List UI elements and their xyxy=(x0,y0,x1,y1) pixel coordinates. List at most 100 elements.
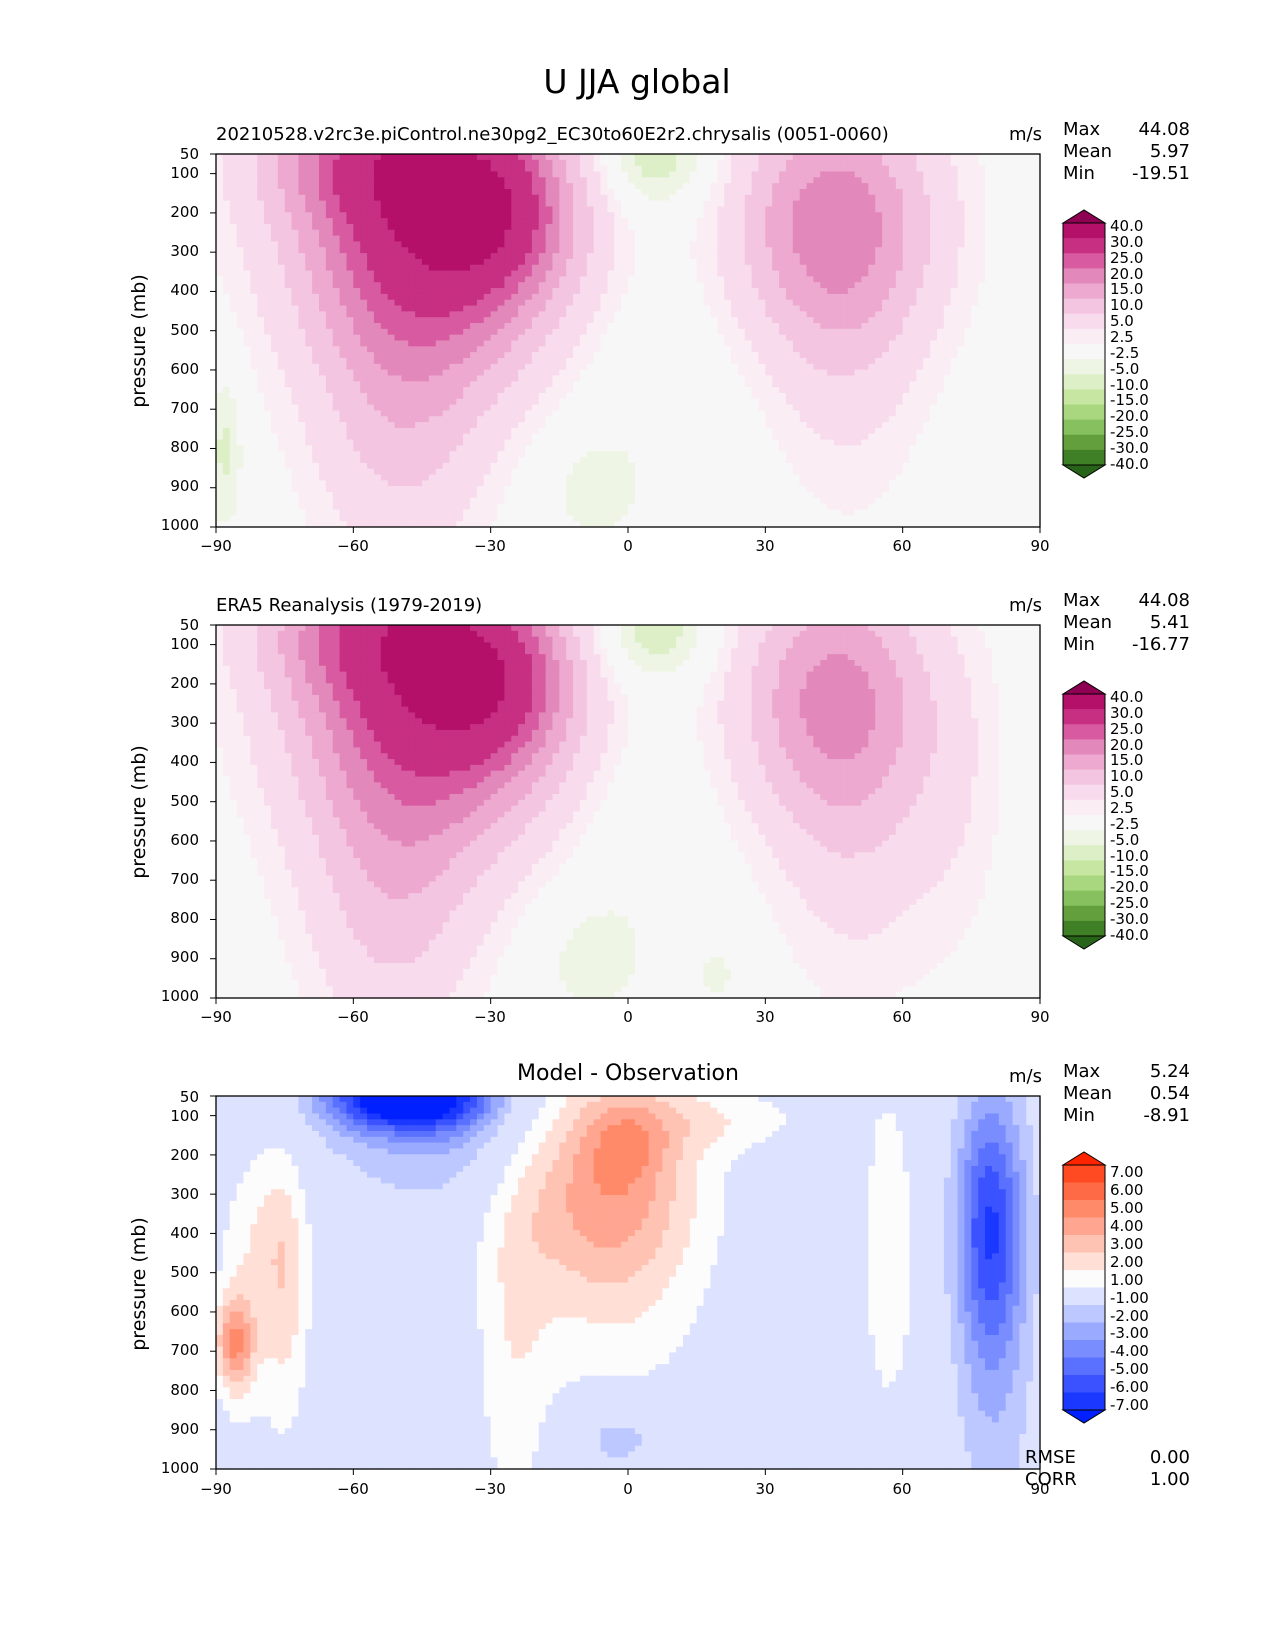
contour-cell xyxy=(888,1125,897,1132)
contour-cell xyxy=(312,1299,320,1307)
contour-cell xyxy=(319,1096,327,1103)
contour-cell xyxy=(332,1253,341,1260)
contour-cell xyxy=(531,1329,540,1336)
contour-cell xyxy=(950,1125,959,1132)
contour-cell xyxy=(470,1096,478,1103)
contour-cell xyxy=(346,1130,354,1138)
contour-cell xyxy=(772,1154,780,1161)
contour-cell xyxy=(978,1183,986,1190)
contour-cell xyxy=(353,1218,361,1225)
contour-cell xyxy=(346,1282,354,1289)
contour-cell xyxy=(882,1241,890,1249)
contour-cell xyxy=(428,1253,437,1260)
contour-cell xyxy=(964,1329,972,1336)
contour-cell xyxy=(476,1119,485,1126)
contour-cell xyxy=(312,1189,320,1196)
contour-cell xyxy=(264,1282,272,1289)
contour-cell xyxy=(868,1259,876,1266)
contour-cell xyxy=(408,1148,416,1155)
contour-cell xyxy=(573,1148,581,1155)
contour-cell xyxy=(442,1183,451,1190)
contour-cell xyxy=(586,1142,595,1150)
contour-cell xyxy=(607,1125,615,1132)
contour-cell xyxy=(806,1265,814,1272)
contour-cell xyxy=(579,1259,588,1266)
contour-cell xyxy=(641,1189,650,1196)
contour-cell xyxy=(566,1259,574,1266)
contour-cell xyxy=(717,1270,725,1278)
contour-cell xyxy=(504,1218,512,1225)
contour-cell xyxy=(847,1323,856,1330)
contour-cell xyxy=(1005,1247,1014,1254)
contour-cell xyxy=(882,1195,890,1202)
contour-cell xyxy=(566,1212,574,1219)
contour-cell xyxy=(689,1323,698,1330)
contour-cell xyxy=(408,1288,416,1295)
contour-cell xyxy=(1005,1253,1014,1260)
contour-cell xyxy=(923,1329,931,1336)
contour-cell xyxy=(573,1142,581,1150)
contour-cell xyxy=(319,1259,327,1266)
contour-cell xyxy=(250,1259,258,1266)
contour-cell xyxy=(785,1276,794,1284)
contour-cell xyxy=(998,1206,1007,1214)
contour-cell xyxy=(758,1113,766,1120)
contour-cell xyxy=(339,1113,348,1120)
contour-cell xyxy=(834,1200,842,1208)
contour-cell xyxy=(751,1311,760,1319)
contour-cell xyxy=(504,1107,512,1115)
contour-cell xyxy=(236,1230,245,1237)
contour-cell xyxy=(868,1311,876,1319)
contour-cell xyxy=(998,1247,1007,1254)
contour-cell xyxy=(566,1305,574,1313)
contour-cell xyxy=(731,1200,739,1208)
contour-cell xyxy=(422,1148,430,1155)
contour-cell xyxy=(250,1282,258,1289)
contour-cell xyxy=(312,1259,320,1266)
contour-cell xyxy=(902,1183,911,1190)
contour-cell xyxy=(408,1177,416,1185)
contour-cell xyxy=(991,1119,1000,1126)
contour-cell xyxy=(470,1183,478,1190)
contour-cell xyxy=(634,1317,643,1324)
contour-cell xyxy=(531,1265,540,1272)
contour-cell xyxy=(442,1101,451,1109)
contour-cell xyxy=(1012,1294,1020,1301)
contour-cell xyxy=(950,1235,959,1243)
contour-cell xyxy=(1026,1329,1034,1336)
contour-cell xyxy=(930,1206,938,1214)
contour-cell xyxy=(1026,1299,1034,1307)
contour-field xyxy=(216,1096,1041,1470)
contour-cell xyxy=(765,1259,773,1266)
contour-cell xyxy=(696,1276,705,1284)
contour-cell xyxy=(882,1212,890,1219)
contour-cell xyxy=(998,1311,1007,1319)
contour-cell xyxy=(834,1101,842,1109)
contour-cell xyxy=(820,1101,828,1109)
contour-cell xyxy=(284,1125,293,1132)
contour-cell xyxy=(772,1148,780,1155)
contour-cell xyxy=(937,1107,945,1115)
contour-cell xyxy=(985,1107,993,1115)
contour-cell xyxy=(950,1276,959,1284)
contour-cell xyxy=(373,1241,382,1249)
contour-cell xyxy=(785,1096,794,1103)
contour-cell xyxy=(346,1212,354,1219)
contour-cell xyxy=(600,1107,608,1115)
contour-cell xyxy=(985,1148,993,1155)
contour-cell xyxy=(387,1119,396,1126)
contour-cell xyxy=(525,1247,533,1254)
contour-cell xyxy=(799,1241,808,1249)
contour-cell xyxy=(367,1200,375,1208)
contour-cell xyxy=(641,1317,650,1324)
contour-cell xyxy=(607,1265,615,1272)
contour-cell xyxy=(765,1241,773,1249)
contour-cell xyxy=(902,1294,911,1301)
contour-cell xyxy=(861,1107,869,1115)
contour-cell xyxy=(531,1212,540,1219)
contour-cell xyxy=(813,1165,821,1173)
contour-cell xyxy=(319,1299,327,1307)
contour-cell xyxy=(669,1189,677,1196)
contour-cell xyxy=(868,1136,876,1144)
contour-cell xyxy=(353,1224,361,1231)
